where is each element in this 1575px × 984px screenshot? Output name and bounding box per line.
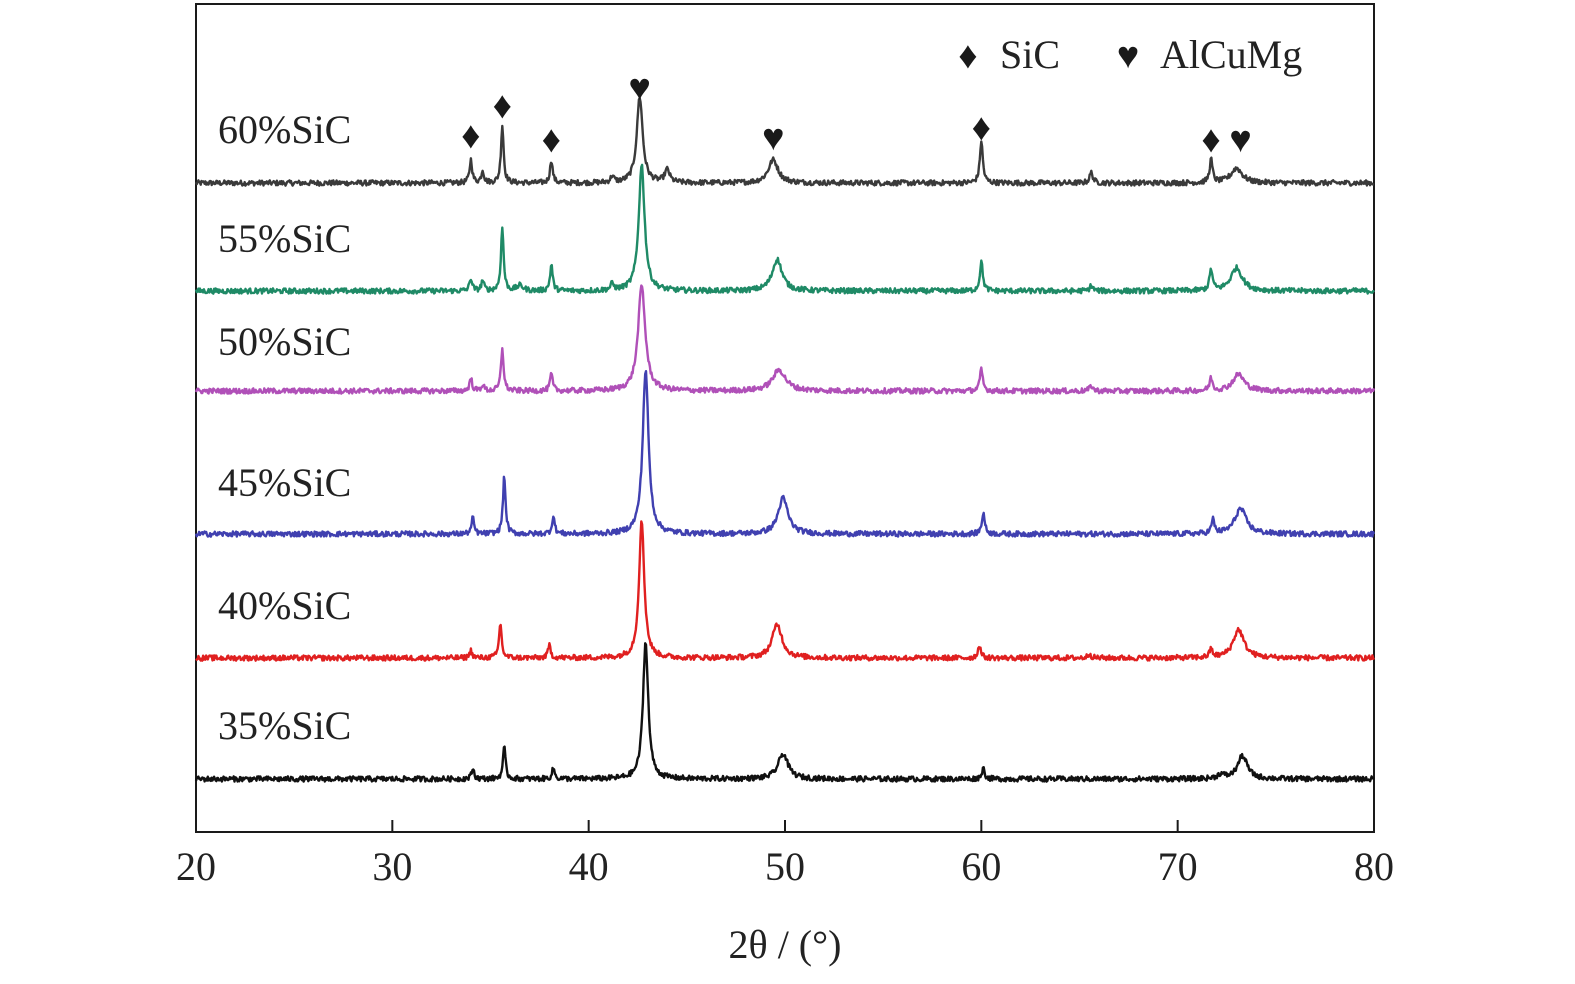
diamond-icon: ♦ [461,115,480,157]
diamond-icon: ♦ [958,35,977,77]
heart-icon: ♥ [1229,119,1252,161]
series-label: 50%SiC [218,319,351,364]
legend-label-alcumg: AlCuMg [1160,32,1302,77]
series-line-40pct-sic [195,520,1376,662]
series-line-45pct-sic [194,370,1376,538]
heart-icon: ♥ [1117,35,1140,77]
x-axis-ticks: 20 30 40 50 60 70 80 [176,820,1394,889]
x-tick-label: 50 [765,844,805,889]
series-layer: 60%SiC 55%SiC 50%SiC 45%SiC 40%SiC 35%SiC [194,96,1376,783]
series-label: 45%SiC [218,460,351,505]
series-label: 60%SiC [218,107,351,152]
diamond-icon: ♦ [972,107,991,149]
series-line-50pct-sic [194,284,1376,395]
heart-icon: ♥ [628,67,651,109]
series-line-35pct-sic [194,642,1376,783]
series-line-60pct-sic [194,96,1375,187]
diamond-icon: ♦ [493,85,512,127]
x-tick-label: 60 [961,844,1001,889]
diamond-icon: ♦ [542,119,561,161]
plot-frame [195,3,1375,833]
x-tick-label: 40 [569,844,609,889]
series-line-55pct-sic [194,163,1375,295]
heart-icon: ♥ [762,117,785,159]
series-label: 55%SiC [218,216,351,261]
peak-marker-layer: ♦♦♦♥♥ ♦ ♦ ♥ [461,67,1252,161]
x-tick-label: 20 [176,844,216,889]
x-tick-label: 80 [1354,844,1394,889]
legend-label-sic: SiC [1000,32,1060,77]
x-axis-title: 2θ / (°) [729,922,842,967]
legend: ♦ SiC ♥ AlCuMg [958,32,1302,77]
series-label: 40%SiC [218,583,351,628]
x-tick-label: 70 [1158,844,1198,889]
series-label: 35%SiC [218,703,351,748]
x-tick-label: 30 [372,844,412,889]
diamond-icon: ♦ [1201,119,1220,161]
